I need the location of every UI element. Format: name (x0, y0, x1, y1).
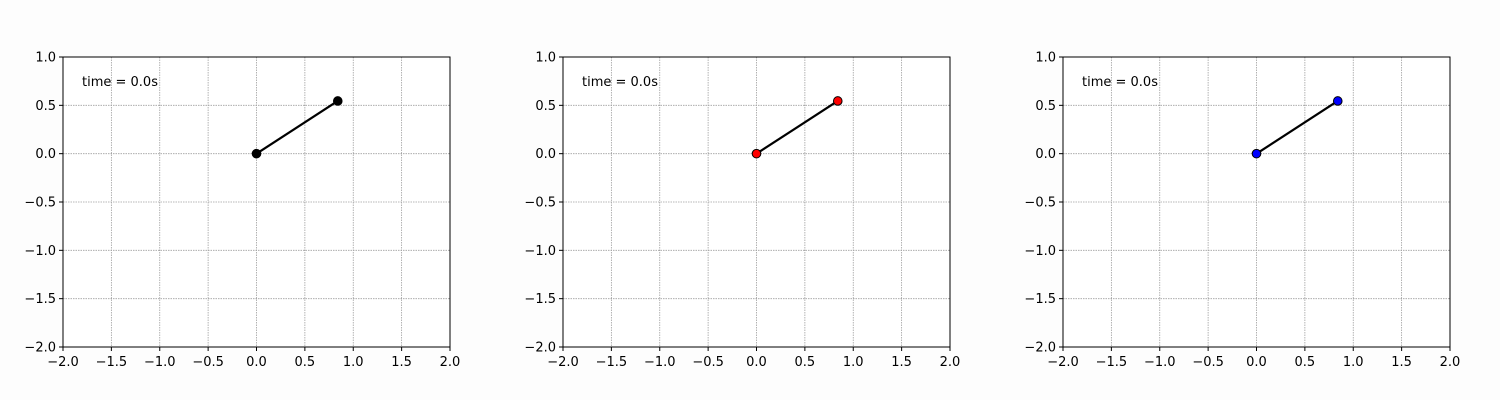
x-tick-label: 2.0 (940, 355, 961, 370)
y-tick-label: −1.0 (524, 244, 556, 259)
x-tick-label: 1.5 (891, 355, 912, 370)
x-tick-label: −1.0 (1144, 355, 1176, 370)
chart-panel-2: −2.0 −1.5 −1.0 −0.5 0.0 0.5 1.0 1.5 2.0 1.0 0.5 0.0… (524, 51, 960, 371)
pendulum-rod (755, 100, 839, 155)
x-tick-label: 0.0 (1246, 355, 1267, 370)
y-tick-label: 1.0 (35, 51, 56, 66)
pendulum-rod (1255, 100, 1339, 155)
y-tick-label: 0.5 (35, 99, 56, 114)
time-annotation: time = 0.0s (1082, 75, 1158, 90)
y-tick-label: −0.5 (24, 196, 56, 211)
x-tick-label: 1.0 (1343, 355, 1364, 370)
y-tick-label: 0.0 (535, 147, 556, 162)
y-tick-label: 0.0 (35, 147, 56, 162)
x-tick-label: 0.5 (1295, 355, 1316, 370)
pendulum-rod (255, 100, 339, 155)
pivot-point (1251, 148, 1262, 159)
x-tick-label: 1.0 (343, 355, 364, 370)
pivot-point (751, 148, 762, 159)
y-tick-label: 1.0 (1035, 51, 1056, 66)
x-tick-label: 1.0 (843, 355, 864, 370)
x-tick-label: 0.5 (295, 355, 316, 370)
y-tick-label: −2.0 (1024, 341, 1056, 356)
x-tick-label: −2.0 (1047, 355, 1079, 370)
x-tick-label: 1.5 (1391, 355, 1412, 370)
y-tick-label: −2.0 (524, 341, 556, 356)
x-tick-label: −1.5 (1096, 355, 1128, 370)
y-tick-label: −1.0 (24, 244, 56, 259)
bob-point (832, 96, 843, 106)
y-tick-label: −0.5 (1024, 196, 1056, 211)
y-tick-label: 0.0 (1035, 147, 1056, 162)
y-tick-label: 0.5 (535, 99, 556, 114)
chart-panel-3: −2.0 −1.5 −1.0 −0.5 0.0 0.5 1.0 1.5 2.0 1.0 0.5 0.0… (1024, 51, 1460, 371)
time-annotation: time = 0.0s (582, 75, 658, 90)
x-tick-label: 1.5 (391, 355, 412, 370)
y-tick-label: 0.5 (1035, 99, 1056, 114)
x-tick-label: 2.0 (1440, 355, 1461, 370)
x-tick-label: 2.0 (440, 355, 461, 370)
x-tick-label: −1.0 (144, 355, 176, 370)
x-tick-label: −1.5 (96, 355, 128, 370)
x-tick-label: −2.0 (547, 355, 579, 370)
y-tick-label: 1.0 (535, 51, 556, 66)
x-tick-label: −1.5 (596, 355, 628, 370)
x-tick-label: −1.0 (644, 355, 676, 370)
y-tick-label: −1.5 (24, 292, 56, 307)
y-tick-label: −1.0 (1024, 244, 1056, 259)
bob-point (1332, 96, 1343, 106)
x-tick-label: −0.5 (192, 355, 224, 370)
x-tick-label: −0.5 (692, 355, 724, 370)
y-tick-label: −2.0 (24, 341, 56, 356)
x-tick-label: 0.5 (795, 355, 816, 370)
x-tick-label: −2.0 (47, 355, 79, 370)
bob-point (332, 96, 343, 106)
pivot-point (251, 148, 262, 159)
y-tick-label: −1.5 (524, 292, 556, 307)
x-tick-label: 0.0 (246, 355, 267, 370)
y-tick-label: −1.5 (1024, 292, 1056, 307)
x-tick-label: 0.0 (746, 355, 767, 370)
x-tick-label: −0.5 (1192, 355, 1224, 370)
chart-panel-1: −2.0 −1.5 −1.0 −0.5 0.0 0.5 1.0 1.5 2.0 1.0 0.5 0.0… (24, 51, 460, 371)
time-annotation: time = 0.0s (82, 75, 158, 90)
y-tick-label: −0.5 (524, 196, 556, 211)
